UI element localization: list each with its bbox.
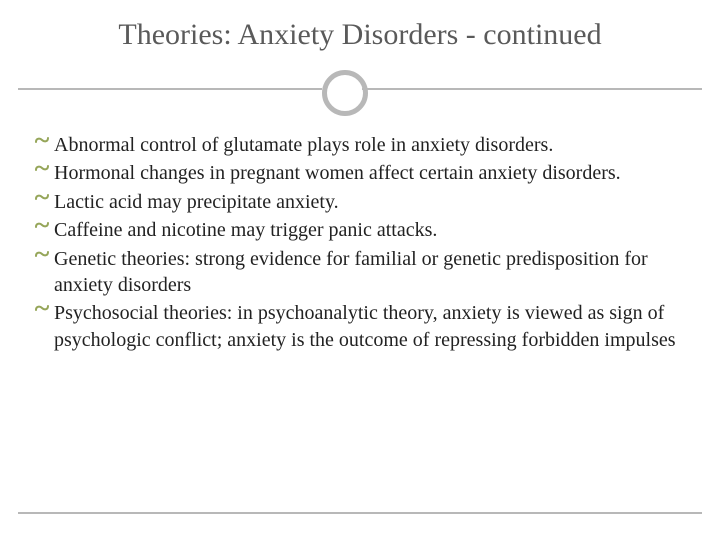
slide-container: Theories: Anxiety Disorders - continued … (0, 0, 720, 540)
bullet-icon (34, 300, 50, 325)
list-item: Genetic theories: strong evidence for fa… (34, 246, 686, 299)
list-item: Abnormal control of glutamate plays role… (34, 132, 686, 158)
divider-line-right (362, 88, 702, 90)
list-item: Psychosocial theories: in psychoanalytic… (34, 300, 686, 353)
bullet-text: Caffeine and nicotine may trigger panic … (54, 217, 686, 243)
bullet-text: Psychosocial theories: in psychoanalytic… (54, 300, 686, 353)
bullet-text: Abnormal control of glutamate plays role… (54, 132, 686, 158)
bullet-list: Abnormal control of glutamate plays role… (0, 110, 720, 353)
title-divider (0, 70, 720, 110)
footer-line (18, 512, 702, 514)
divider-ring-icon (322, 70, 368, 116)
bullet-icon (34, 132, 50, 157)
slide-title: Theories: Anxiety Disorders - continued (0, 0, 720, 70)
bullet-icon (34, 160, 50, 185)
list-item: Hormonal changes in pregnant women affec… (34, 160, 686, 186)
list-item: Caffeine and nicotine may trigger panic … (34, 217, 686, 243)
bullet-icon (34, 217, 50, 242)
list-item: Lactic acid may precipitate anxiety. (34, 189, 686, 215)
bullet-text: Genetic theories: strong evidence for fa… (54, 246, 686, 299)
bullet-icon (34, 189, 50, 214)
divider-line-left (18, 88, 322, 90)
bullet-text: Hormonal changes in pregnant women affec… (54, 160, 686, 186)
bullet-icon (34, 246, 50, 271)
bullet-text: Lactic acid may precipitate anxiety. (54, 189, 686, 215)
